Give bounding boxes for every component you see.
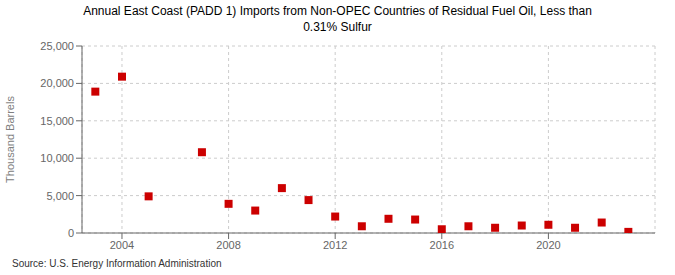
- svg-text:2012: 2012: [323, 239, 347, 251]
- svg-text:25,000: 25,000: [40, 40, 74, 52]
- svg-text:2016: 2016: [430, 239, 454, 251]
- svg-text:10,000: 10,000: [40, 152, 74, 164]
- svg-text:2004: 2004: [110, 239, 134, 251]
- svg-text:5,000: 5,000: [46, 190, 74, 202]
- svg-text:2008: 2008: [216, 239, 240, 251]
- svg-text:Thousand Barrels: Thousand Barrels: [4, 96, 16, 183]
- svg-text:15,000: 15,000: [40, 115, 74, 127]
- html-text:0.31% Sulfur: 0.31% Sulfur: [303, 20, 372, 34]
- html-text:Source: U.S. Energy Informatio: Source: U.S. Energy Information Administ…: [12, 258, 222, 269]
- svg-text:0: 0: [68, 227, 74, 239]
- svg-text:20,000: 20,000: [40, 77, 74, 89]
- html-text:Annual East Coast (PADD 1) Imp: Annual East Coast (PADD 1) Imports from …: [83, 4, 592, 18]
- svg-text:2020: 2020: [536, 239, 560, 251]
